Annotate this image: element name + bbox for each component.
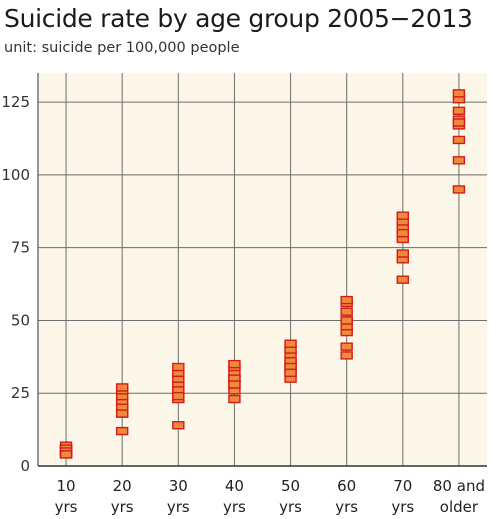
data-point: [115, 426, 129, 436]
data-point: [396, 211, 410, 220]
data-point: [340, 342, 353, 351]
y-tick-label: 0: [20, 457, 30, 475]
data-point: [172, 391, 185, 401]
data-point: [172, 421, 185, 430]
data-point: [396, 275, 410, 284]
data-point: [340, 295, 353, 305]
data-point: [396, 249, 410, 258]
data-point: [452, 118, 466, 127]
data-point: [452, 185, 466, 194]
data-point: [172, 362, 185, 372]
data-point: [284, 339, 297, 348]
y-tick-label: 125: [1, 93, 30, 111]
y-tick-label: 100: [1, 166, 30, 184]
y-tick-label: 75: [11, 239, 30, 257]
chart-subtitle: unit: suicide per 100,000 people: [4, 40, 240, 56]
plot-background: [38, 73, 487, 466]
data-point: [228, 394, 241, 404]
x-tick-label: 80 and older: [433, 477, 485, 516]
x-tick-label: 40 yrs: [223, 477, 246, 516]
data-point: [228, 380, 241, 389]
data-point: [452, 135, 466, 145]
y-tick-label: 25: [11, 384, 30, 402]
data-point: [452, 156, 466, 165]
y-tick-label: 50: [11, 311, 30, 329]
data-point: [340, 307, 353, 316]
data-point: [228, 359, 241, 369]
data-point: [452, 106, 466, 116]
x-tick-label: 20 yrs: [111, 477, 134, 516]
x-tick-label: 30 yrs: [167, 477, 190, 516]
data-point: [340, 316, 353, 325]
data-point: [340, 351, 353, 360]
x-tick-label: 50 yrs: [279, 477, 302, 516]
chart-title: Suicide rate by age group 2005−2013: [4, 4, 473, 33]
data-point: [59, 450, 73, 459]
data-point: [115, 383, 129, 392]
x-tick-label: 70 yrs: [391, 477, 414, 516]
data-point: [284, 368, 297, 378]
data-point: [452, 89, 466, 98]
x-tick-label: 60 yrs: [335, 477, 358, 516]
x-tick-label: 10 yrs: [55, 477, 78, 516]
data-point: [115, 409, 129, 418]
data-point: [396, 228, 410, 238]
